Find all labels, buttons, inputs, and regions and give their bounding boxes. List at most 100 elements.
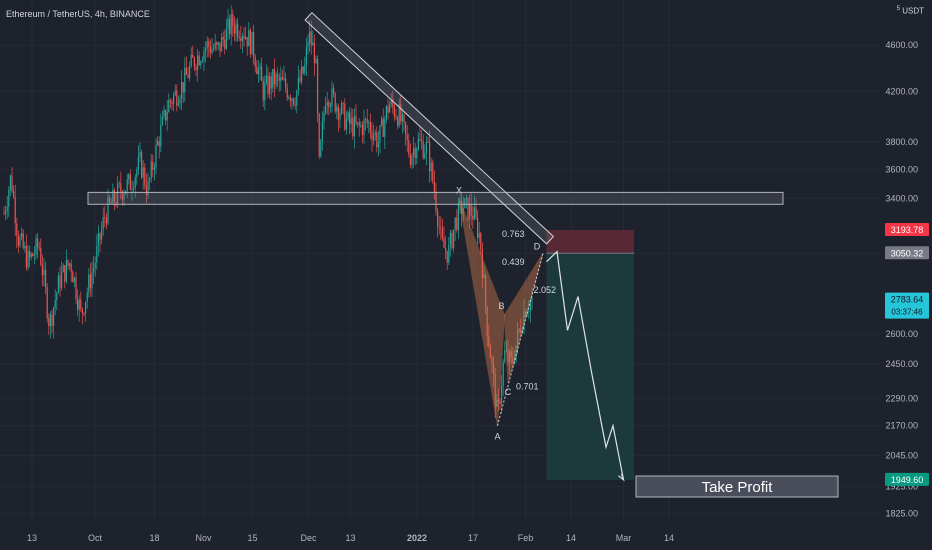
candle-body [217,42,219,45]
candle-body [246,37,248,47]
y-tick-label: 3400.00 [885,193,918,203]
candle-body [353,116,355,137]
candle-body [360,125,362,126]
pattern-ratio-label: 0.439 [502,257,525,267]
candle-body [505,349,507,351]
candle-body [37,238,39,248]
candle-body [358,122,360,126]
candle-body [46,287,48,319]
candle-body [457,202,459,230]
candle-body [395,116,397,118]
candle-body [137,156,139,170]
candle-body [440,227,442,229]
candle-body [525,311,527,316]
y-tick-label: 2290.00 [885,393,918,403]
candle-body [221,37,223,52]
candle-body [393,106,395,117]
y-tick-label: 2045.00 [885,451,918,461]
candle-body [318,113,320,157]
candle-body [70,263,72,272]
candle-body [299,77,301,82]
candle-body [256,66,258,75]
candle-body [470,204,472,216]
take-profit-box [635,475,839,498]
candle-body [417,138,419,149]
candle-body [456,217,458,230]
candle-body [6,206,8,212]
candle-body [128,174,130,180]
candle-body [523,311,525,331]
candle-body [262,80,264,101]
candle-body [54,300,56,308]
candle-body [224,39,226,49]
candle-body [344,103,346,130]
candle-body [366,119,368,123]
candle-body [3,213,5,215]
candle-body [357,122,359,124]
candle-body [81,308,83,314]
candle-body [323,113,325,122]
candle-body [305,46,307,65]
candle-body [481,249,483,278]
candle-body [254,56,256,67]
candle-body [267,75,269,94]
price-axis[interactable]: 1825.00 1925.00 2045.00 2170.00 2290.00 2450.… [885,40,929,518]
candle-body [421,140,423,142]
drawings[interactable]: X A B C D 0.763 0.439 2.052 0.701 Take Profit [87,11,839,498]
candle-body [342,103,344,104]
pattern-ratio-label: 2.052 [534,285,557,295]
candle-body [11,175,13,192]
candle-body [328,102,330,108]
projection-arrowhead [618,473,625,482]
candle-body [480,232,482,250]
target-price-label-bg [885,472,929,486]
candle-body [235,23,237,34]
candle-body [309,31,311,43]
candle-body [462,208,464,215]
candle-body [448,245,450,263]
candle-body [496,399,498,407]
candle-body [288,97,290,99]
candle-body [493,362,495,374]
y-tick-label: 4600.00 [885,40,918,50]
candle-body [507,349,509,363]
candle-body [104,217,106,219]
candle-body [518,328,520,330]
candle-body [88,274,90,293]
y-tick-label: 3800.00 [885,137,918,147]
candle-body [310,31,312,46]
candle-body [350,118,352,124]
candle-body [131,189,133,190]
pattern-point-label: A [494,432,500,442]
candle-body [464,198,466,209]
candle-body [515,345,517,361]
candle-body [469,204,471,220]
stop-loss-zone [546,229,634,254]
pattern-bcd-triangle [503,253,544,384]
x-tick-label: 14 [566,533,576,543]
candle-body [531,297,533,302]
candle-body [502,362,504,386]
x-tick-label: 2022 [407,533,427,543]
candle-body [363,119,365,135]
candle-body [251,31,253,55]
candle-body [86,292,88,302]
candle-body [273,68,275,85]
candle-body [405,122,407,135]
candle-body [24,245,26,248]
candle-body [424,153,426,159]
candle-body [377,142,379,148]
candle-body [21,233,23,238]
candle-body [40,247,42,265]
candle-body [345,119,347,130]
candle-body [158,140,160,147]
time-axis[interactable]: 13 Oct 18 Nov 15 Dec 13 2022 17 Feb 14 Mar 14 [27,533,674,543]
candle-body [195,66,197,70]
candle-body [416,148,418,159]
entry-price-label-bg [885,246,929,260]
candle-body [32,253,34,257]
candle-body [117,183,119,204]
candle-body [473,207,475,220]
candle-body [478,232,480,238]
